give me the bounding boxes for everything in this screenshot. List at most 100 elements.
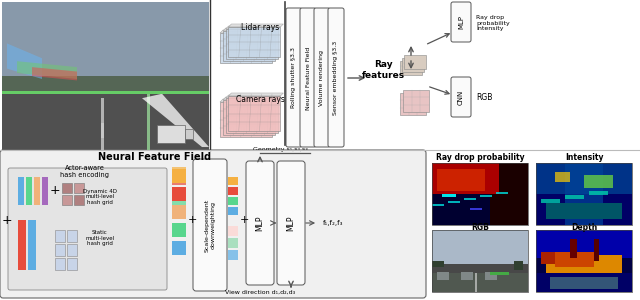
Text: +: + — [239, 215, 249, 225]
Bar — [228, 226, 238, 236]
Text: Static
multi-level
hash grid: Static multi-level hash grid — [85, 230, 115, 246]
Text: Ray drop
probability
Intensity: Ray drop probability Intensity — [476, 15, 509, 31]
Bar — [464, 198, 476, 200]
Bar — [536, 163, 632, 225]
Text: Camera rays: Camera rays — [236, 95, 284, 104]
Bar — [432, 204, 444, 206]
Bar — [541, 199, 560, 203]
FancyBboxPatch shape — [314, 8, 330, 147]
Text: Actor-aware
hash encoding: Actor-aware hash encoding — [61, 166, 109, 178]
Text: MLP: MLP — [458, 15, 464, 29]
Bar — [437, 169, 485, 191]
Bar — [437, 272, 449, 280]
Bar — [62, 183, 72, 193]
Bar — [432, 163, 528, 225]
Bar — [172, 223, 186, 237]
Text: MLP: MLP — [287, 215, 296, 231]
Bar — [536, 230, 632, 258]
FancyBboxPatch shape — [451, 2, 471, 42]
Text: Ray drop probability: Ray drop probability — [436, 152, 524, 161]
Bar — [475, 273, 477, 292]
FancyBboxPatch shape — [0, 150, 426, 298]
Bar — [172, 197, 186, 205]
Bar — [485, 272, 497, 280]
Text: Lidar rays: Lidar rays — [241, 22, 279, 32]
Bar — [550, 277, 618, 289]
Bar — [101, 98, 104, 150]
Polygon shape — [228, 24, 284, 27]
Polygon shape — [228, 96, 280, 131]
Bar — [556, 252, 594, 267]
Bar — [228, 177, 238, 185]
Bar — [556, 172, 570, 182]
Bar — [470, 208, 482, 209]
Bar — [432, 264, 528, 292]
Bar — [172, 169, 186, 183]
FancyBboxPatch shape — [451, 77, 471, 117]
Bar — [74, 183, 84, 193]
Text: +: + — [50, 184, 60, 197]
Bar — [594, 239, 600, 261]
FancyBboxPatch shape — [8, 168, 167, 290]
Bar — [172, 187, 186, 195]
Bar — [432, 230, 528, 292]
Bar — [62, 195, 72, 205]
Bar — [461, 272, 473, 280]
Polygon shape — [223, 31, 275, 61]
Polygon shape — [7, 44, 42, 79]
Bar — [589, 191, 608, 195]
Bar — [55, 230, 65, 242]
Polygon shape — [228, 27, 280, 57]
Bar — [34, 177, 40, 205]
Bar — [55, 244, 65, 256]
FancyBboxPatch shape — [300, 8, 316, 147]
Text: MLP: MLP — [255, 215, 264, 231]
Bar — [2, 2, 209, 83]
Bar — [536, 163, 632, 194]
Text: Dynamic 4D
multi-level
hash grid: Dynamic 4D multi-level hash grid — [83, 189, 117, 205]
Bar — [402, 58, 424, 72]
Bar — [448, 201, 460, 203]
Bar — [432, 230, 528, 292]
Text: +: + — [2, 214, 12, 226]
Bar — [172, 167, 186, 175]
Text: Geometry s₁,s₂,s₃: Geometry s₁,s₂,s₃ — [253, 147, 307, 152]
Text: Scale-dependent
downweighting: Scale-dependent downweighting — [205, 198, 216, 252]
Bar — [536, 163, 632, 225]
Polygon shape — [220, 30, 275, 33]
Text: f₁,f₂,f₃: f₁,f₂,f₃ — [323, 220, 344, 226]
Bar — [404, 55, 426, 69]
Bar — [55, 258, 65, 270]
Bar — [2, 91, 209, 94]
Text: Rolling shutter §3.3: Rolling shutter §3.3 — [291, 47, 296, 109]
Bar — [172, 187, 186, 201]
Bar — [496, 192, 508, 194]
Bar — [185, 129, 193, 139]
Polygon shape — [226, 29, 278, 59]
Bar — [490, 272, 509, 274]
Bar — [228, 250, 238, 260]
Polygon shape — [223, 97, 278, 100]
Bar — [101, 123, 104, 138]
Polygon shape — [220, 102, 272, 137]
Polygon shape — [223, 28, 278, 31]
Bar — [2, 91, 209, 150]
Text: Volume rendering: Volume rendering — [319, 50, 324, 106]
Bar — [545, 203, 623, 219]
Polygon shape — [223, 100, 275, 135]
Bar — [541, 252, 555, 264]
Text: RGB: RGB — [476, 92, 492, 101]
Bar — [480, 195, 492, 197]
Bar — [172, 207, 186, 215]
FancyBboxPatch shape — [193, 159, 227, 291]
Bar — [565, 195, 584, 199]
Text: CNN: CNN — [458, 89, 464, 105]
Bar — [172, 205, 186, 219]
Text: Depth: Depth — [571, 224, 597, 232]
Bar — [157, 124, 185, 142]
Bar — [432, 230, 528, 264]
Polygon shape — [17, 61, 77, 79]
Bar — [432, 273, 528, 292]
Bar — [228, 187, 238, 195]
Polygon shape — [226, 98, 278, 133]
